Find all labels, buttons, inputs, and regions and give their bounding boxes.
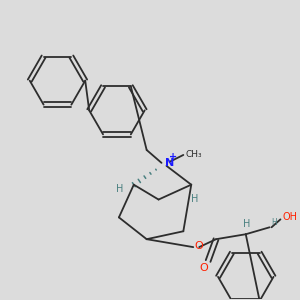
Text: N: N: [164, 158, 174, 168]
Text: H: H: [272, 218, 277, 227]
Text: OH: OH: [282, 212, 297, 222]
Text: O: O: [194, 241, 203, 251]
Text: H: H: [190, 194, 198, 204]
Text: CH₃: CH₃: [185, 151, 202, 160]
Text: O: O: [200, 263, 208, 273]
Text: H: H: [243, 219, 250, 229]
Text: H: H: [116, 184, 124, 194]
Text: +: +: [169, 152, 178, 162]
